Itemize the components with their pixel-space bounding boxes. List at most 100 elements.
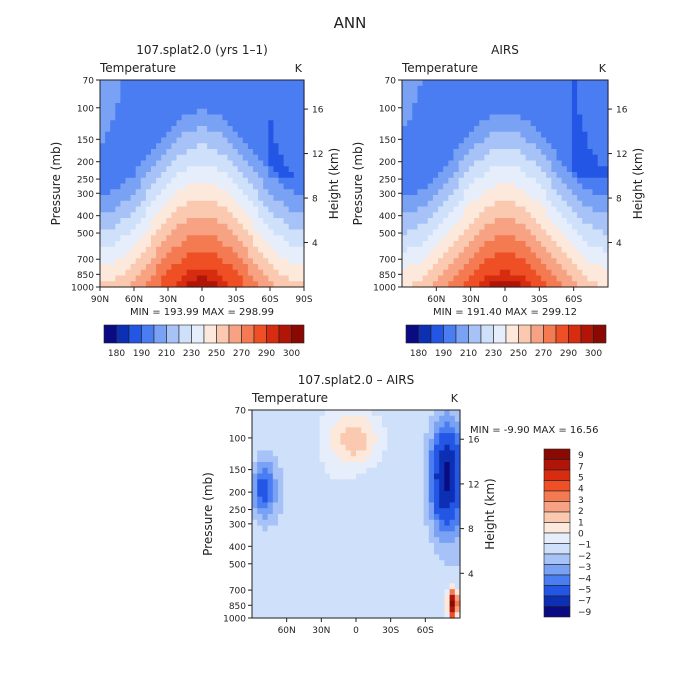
heatmap-cell: [242, 206, 249, 213]
heatmap-cell: [288, 229, 295, 236]
heatmap-cell: [356, 421, 362, 428]
heatmap-cell: [145, 183, 152, 190]
heatmap-cell: [130, 137, 137, 144]
heatmap-cell: [278, 258, 285, 265]
heatmap-cell: [350, 496, 357, 504]
heatmap-cell: [288, 195, 295, 202]
heatmap-cell: [402, 467, 409, 475]
heatmap-cell: [407, 235, 413, 242]
heatmap-cell: [130, 108, 137, 116]
heatmap-cell: [454, 583, 461, 590]
heatmap-cell: [422, 91, 429, 98]
heatmap-cell: [283, 149, 290, 156]
heatmap-cell: [237, 235, 244, 242]
heatmap-cell: [561, 206, 568, 213]
heatmap-cell: [438, 281, 444, 288]
heatmap-cell: [587, 212, 594, 219]
heatmap-cell: [541, 80, 547, 87]
heatmap-cell: [212, 183, 218, 190]
heatmap-cell: [181, 269, 188, 277]
heatmap-cell: [324, 427, 331, 434]
heatmap-cell: [499, 195, 506, 202]
heatmap-cell: [237, 97, 244, 104]
heatmap-cell: [505, 154, 511, 162]
heatmap-cell: [120, 120, 127, 127]
heatmap-cell: [253, 229, 259, 236]
heatmap-cell: [283, 566, 289, 573]
heatmap-cell: [412, 241, 419, 248]
heatmap-cell: [592, 80, 599, 87]
heatmap-cell: [561, 137, 568, 144]
heatmap-cell: [324, 496, 331, 504]
heatmap-cell: [232, 264, 239, 271]
heatmap-cell: [288, 189, 295, 196]
heatmap-cell: [161, 177, 167, 185]
heatmap-cell: [582, 206, 588, 213]
heatmap-cell: [298, 143, 305, 150]
heatmap-cell: [427, 143, 434, 150]
heatmap-cell: [438, 252, 444, 259]
heatmap-cell: [288, 427, 295, 434]
heatmap-cell: [499, 160, 506, 167]
heatmap-cell: [463, 160, 470, 167]
heatmap-cell: [443, 149, 449, 156]
heatmap-cell: [324, 554, 331, 561]
heatmap-cell: [387, 438, 393, 446]
heatmap-cell: [402, 195, 408, 202]
heatmap-cell: [397, 410, 404, 417]
heatmap-cell: [408, 444, 414, 452]
heatmap-cell: [520, 200, 527, 208]
heatmap-cell: [247, 85, 254, 93]
heatmap-cell: [186, 131, 193, 139]
heatmap-cell: [125, 252, 132, 259]
heatmap-cell: [130, 103, 137, 110]
heatmap-cell: [252, 589, 258, 596]
heatmap-cell: [350, 438, 357, 446]
heatmap-cell: [484, 235, 491, 242]
heatmap-cell: [156, 241, 162, 248]
heatmap-cell: [252, 583, 258, 590]
heatmap-cell: [423, 462, 430, 469]
heatmap-cell: [283, 410, 289, 417]
heatmap-cell: [510, 183, 516, 190]
heatmap-cell: [592, 235, 599, 242]
heatmap-cell: [392, 525, 399, 532]
heatmap-cell: [468, 241, 475, 248]
heatmap-cell: [156, 212, 162, 219]
heatmap-cell: [288, 172, 295, 179]
heatmap-cell: [212, 91, 218, 98]
heatmap-cell: [587, 149, 594, 156]
heatmap-cell: [309, 508, 315, 515]
heatmap-cell: [571, 120, 578, 127]
heatmap-cell: [166, 114, 172, 121]
heatmap-cell: [423, 485, 430, 492]
heatmap-cell: [371, 462, 378, 469]
heatmap-cell: [125, 85, 132, 93]
heatmap-cell: [444, 548, 451, 556]
heatmap-cell: [263, 85, 269, 93]
y-tick-label: 250: [77, 176, 94, 186]
heatmap-cell: [242, 114, 249, 121]
heatmap-cell: [268, 149, 274, 156]
heatmap-cell: [202, 120, 208, 127]
heatmap-cell: [207, 126, 213, 133]
heatmap-cell: [100, 91, 106, 98]
heatmap-cell: [319, 502, 326, 509]
heatmap-cell: [449, 467, 456, 475]
heatmap-cell: [278, 275, 285, 282]
heatmap-cell: [546, 183, 552, 190]
heatmap-cell: [350, 571, 357, 579]
heatmap-cell: [288, 223, 295, 231]
heatmap-cell: [262, 583, 269, 590]
heatmap-cell: [115, 246, 121, 254]
heatmap-cell: [105, 149, 111, 156]
heatmap-cell: [422, 103, 429, 110]
heatmap-cell: [422, 258, 429, 265]
heatmap-cell: [171, 189, 178, 196]
heatmap-cell: [161, 252, 167, 259]
heatmap-cell: [257, 502, 263, 509]
heatmap-cell: [448, 143, 455, 150]
heatmap-cell: [257, 427, 263, 434]
heatmap-cell: [546, 131, 552, 139]
heatmap-cell: [474, 131, 480, 139]
